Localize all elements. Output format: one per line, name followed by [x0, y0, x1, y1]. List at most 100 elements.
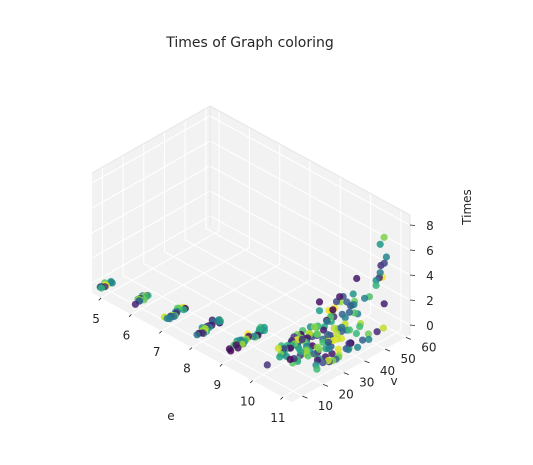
z-tick-mark	[409, 249, 416, 251]
grid-line-x	[131, 246, 250, 315]
axis-lines	[98, 224, 416, 400]
scatter-point	[354, 343, 362, 351]
scatter-point	[97, 284, 106, 292]
scatter-point	[324, 356, 332, 365]
scatter-point	[353, 274, 361, 283]
scatter-point	[341, 314, 349, 322]
grid-line-z	[209, 140, 411, 251]
grid-line-z	[91, 140, 211, 209]
scatter-point	[352, 329, 360, 338]
z-tick-mark	[409, 299, 416, 301]
z-tick-label: 8	[426, 219, 434, 233]
scatter-point	[376, 269, 384, 277]
scatter-point	[380, 259, 388, 267]
scatter-point	[131, 300, 139, 308]
z-tick-label: 6	[426, 244, 434, 258]
scatter-point	[334, 345, 342, 353]
scatter-point	[365, 335, 373, 343]
scatter-point	[344, 346, 352, 354]
scatter-point	[364, 330, 372, 338]
scatter-point	[325, 345, 333, 353]
y-tick-mark	[322, 383, 329, 387]
scatter-point	[180, 306, 188, 314]
scatter-point	[313, 330, 321, 338]
scatter-point	[276, 353, 284, 361]
scatter-point	[263, 361, 271, 369]
axes-panes	[92, 106, 410, 402]
scatter-point	[379, 324, 387, 332]
x-tick-label: 5	[92, 312, 100, 326]
x-tick-label: 11	[270, 411, 285, 425]
x-tick-mark	[189, 347, 193, 351]
y-tick-label: 40	[380, 364, 395, 378]
scatter-point	[324, 331, 332, 339]
scatter-point	[361, 294, 369, 302]
y-tick-label: 30	[359, 376, 374, 390]
scatter-point	[215, 317, 223, 326]
z-tick-label: 4	[426, 269, 434, 283]
grid-line-y	[205, 227, 407, 338]
y-tick-mark	[302, 395, 308, 399]
scatter-point	[298, 335, 306, 344]
z-axis-label: Times	[460, 189, 474, 226]
scatter-point	[345, 326, 354, 334]
scatter-point	[286, 344, 295, 352]
z-tick-label: 2	[426, 294, 434, 308]
z-tick-mark	[409, 274, 416, 276]
y-tick-mark	[343, 372, 349, 375]
scatter-point	[108, 279, 116, 287]
z-tick-mark	[409, 324, 416, 326]
scatter-point	[313, 343, 321, 351]
x-axis-label: e	[167, 409, 174, 423]
tick-labels: 5 6 7 8 9 10 11 10 20 30 40 50 60 0 2 4 6 8	[92, 219, 436, 425]
scatter-point	[349, 290, 357, 298]
scatter-point	[313, 365, 321, 373]
pane-edge	[91, 105, 211, 174]
y-tick-mark	[385, 348, 391, 352]
scatter-point	[310, 323, 318, 331]
data-points	[96, 233, 390, 373]
scatter-point	[382, 253, 390, 261]
y-tick-label: 60	[421, 340, 436, 354]
scatter-point	[338, 323, 346, 331]
grid-line-z	[91, 215, 211, 284]
grid-line-z	[91, 115, 211, 184]
grid-line-z	[209, 115, 411, 226]
x-tick-label: 9	[213, 378, 221, 392]
y-tick-mark	[364, 360, 370, 364]
scatter-point	[319, 338, 327, 347]
y-tick-label: 10	[318, 399, 333, 413]
scatter-point	[343, 298, 351, 306]
scatter-point	[356, 323, 364, 331]
y-tick-mark	[405, 336, 412, 340]
chart-title: Times of Graph coloring	[165, 35, 333, 51]
scatter-point	[286, 355, 294, 363]
grid-line-x	[282, 329, 402, 398]
grid-line-x	[100, 230, 220, 299]
x-tick-label: 8	[183, 362, 191, 376]
grid-line-z	[91, 190, 211, 259]
y-axis-label: v	[390, 374, 397, 388]
scatter-point	[372, 281, 380, 289]
scatter-point	[373, 328, 381, 336]
x-tick-mark	[98, 297, 102, 301]
scatter-point	[336, 293, 344, 301]
pane-edge	[209, 105, 411, 216]
scatter-point	[310, 350, 318, 358]
scatter-point	[323, 317, 331, 326]
scatter-point	[333, 329, 341, 337]
scatter-point	[380, 233, 388, 241]
x-tick-mark	[219, 363, 223, 367]
scatter-point	[302, 347, 311, 355]
x-tick-mark	[280, 396, 284, 400]
scatter-point	[345, 340, 353, 348]
x-tick-mark	[128, 314, 132, 318]
scatter-point	[329, 306, 337, 314]
scatter-point	[380, 300, 388, 308]
scatter-point	[234, 344, 242, 352]
z-tick-label: 0	[426, 319, 434, 333]
scatter-point	[193, 331, 201, 339]
scatter-point	[324, 338, 333, 346]
